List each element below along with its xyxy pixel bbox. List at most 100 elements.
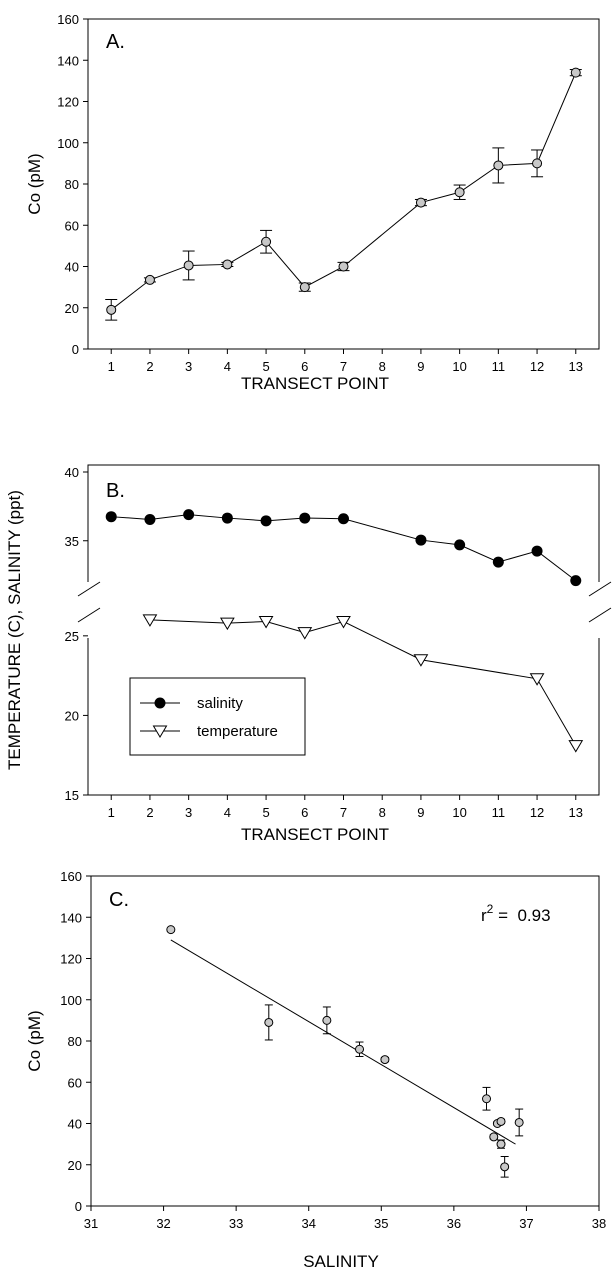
- y-tick-label: 0: [72, 342, 79, 357]
- x-tick-label: 6: [301, 359, 308, 374]
- x-tick-label: 2: [146, 359, 153, 374]
- x-tick-label: 2: [146, 805, 153, 820]
- temperature-point: [568, 740, 584, 753]
- x-tick-label: 12: [530, 359, 544, 374]
- y-tick-label: 80: [68, 1034, 82, 1049]
- salinity-point: [144, 513, 156, 525]
- x-tick-label: 9: [417, 359, 424, 374]
- temperature-point: [219, 617, 235, 631]
- data-point: [106, 304, 117, 315]
- y-tick-label: 60: [65, 218, 79, 233]
- r2-prefix: r: [481, 906, 487, 925]
- panel-c-y-axis-label: Co (pM): [25, 1010, 44, 1071]
- legend-salinity-marker: [154, 697, 166, 709]
- legend-salinity-label: salinity: [197, 695, 243, 712]
- salinity-point: [492, 556, 504, 568]
- x-tick-label: 1: [108, 359, 115, 374]
- temperature-point: [142, 614, 158, 627]
- scatter-point: [496, 1116, 506, 1126]
- salinity-series-line: [111, 514, 577, 582]
- panel-c-r-squared: r2 = 0.93: [481, 902, 551, 925]
- panel-b-label: B.: [106, 480, 125, 502]
- data-point: [261, 236, 272, 247]
- x-tick-label: 38: [592, 1216, 606, 1231]
- x-tick-label: 34: [301, 1216, 315, 1231]
- y-tick-label: 120: [57, 95, 79, 110]
- panel-b: B. TRANSECT POINT TEMPERATURE (C), SALIN…: [5, 464, 612, 844]
- y-tick-label: 80: [65, 177, 79, 192]
- x-tick-label: 36: [447, 1216, 461, 1231]
- scatter-point: [264, 1017, 274, 1027]
- x-tick-label: 32: [156, 1216, 170, 1231]
- legend-box: [129, 677, 306, 756]
- scatter-point: [500, 1162, 510, 1172]
- scatter-point: [514, 1117, 524, 1127]
- co-series-line: [110, 72, 577, 311]
- data-point: [144, 274, 155, 285]
- temperature-series-line: [149, 619, 577, 746]
- salinity-point: [454, 539, 466, 551]
- y-tick-label: 120: [60, 952, 82, 967]
- panel-b-legend: salinity temperature: [129, 677, 306, 756]
- temperature-point: [336, 616, 351, 629]
- salinity-point: [338, 513, 349, 525]
- r2-value: = 0.93: [493, 906, 550, 925]
- x-tick-label: 9: [417, 805, 424, 820]
- x-tick-label: 13: [569, 805, 583, 820]
- temperature-point: [413, 654, 429, 667]
- x-tick-label: 5: [262, 359, 269, 374]
- data-point: [415, 197, 426, 208]
- scatter-point: [166, 925, 176, 935]
- x-tick-label: 3: [185, 359, 192, 374]
- data-point: [338, 261, 349, 272]
- y-tick-label: 140: [57, 53, 79, 68]
- data-point: [570, 67, 581, 78]
- salinity-point: [299, 512, 311, 524]
- panel-b-right-break-gap: [589, 582, 607, 638]
- x-tick-label: 37: [519, 1216, 533, 1231]
- salinity-point: [105, 511, 117, 523]
- salinity-point: [183, 509, 195, 521]
- panel-a-y-axis-label: Co (pM): [25, 153, 44, 214]
- scatter-point: [482, 1094, 492, 1104]
- panel-a-frame: [87, 18, 600, 350]
- scatter-point: [322, 1015, 332, 1025]
- y-tick-label: 140: [60, 910, 82, 925]
- panel-a: A. TRANSECT POINT Co (pM) 1 2 3 4 5 6 7 8 9 10 11 1…: [25, 12, 600, 393]
- panel-c-label: C.: [109, 889, 129, 911]
- y-tick-label: 20: [68, 1158, 82, 1173]
- x-tick-label: 35: [374, 1216, 388, 1231]
- x-tick-label: 6: [301, 805, 308, 820]
- data-point: [493, 160, 504, 171]
- data-point: [222, 259, 233, 270]
- x-tick-label: 4: [224, 359, 231, 374]
- data-point: [532, 158, 543, 169]
- panel-b-left-break-mark-top: [77, 581, 101, 597]
- x-tick-label: 13: [569, 359, 583, 374]
- y-tick-label: 20: [65, 708, 79, 723]
- x-tick-label: 11: [492, 359, 506, 374]
- panel-b-right-break-mark-top: [588, 581, 612, 597]
- y-tick-label: 160: [57, 12, 79, 27]
- x-tick-label: 5: [262, 805, 269, 820]
- y-tick-label: 0: [75, 1199, 82, 1214]
- salinity-point: [415, 534, 427, 546]
- y-tick-label: 160: [60, 869, 82, 884]
- x-tick-label: 11: [492, 805, 506, 820]
- temperature-point: [258, 616, 274, 629]
- panel-a-label: A.: [106, 31, 125, 53]
- panel-a-x-axis-label: TRANSECT POINT: [241, 374, 389, 393]
- x-tick-label: 8: [379, 359, 386, 374]
- salinity-point: [221, 512, 233, 524]
- x-tick-label: 10: [452, 805, 466, 820]
- y-tick-label: 40: [65, 260, 79, 275]
- x-tick-label: 31: [84, 1216, 98, 1231]
- temperature-point: [529, 673, 545, 686]
- legend-temperature-label: temperature: [197, 723, 278, 740]
- x-tick-label: 33: [229, 1216, 243, 1231]
- y-tick-label: 100: [60, 993, 82, 1008]
- regression-line: [170, 939, 516, 1145]
- y-tick-label: 35: [65, 534, 79, 549]
- y-tick-label: 40: [65, 465, 79, 480]
